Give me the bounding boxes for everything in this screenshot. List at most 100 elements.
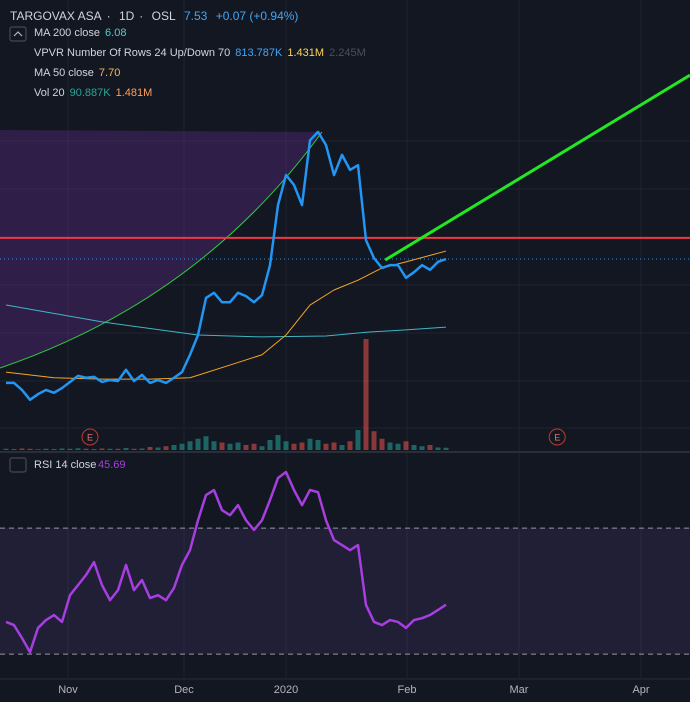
legend-value: 813.787K: [235, 47, 283, 59]
volume-bar: [155, 447, 161, 450]
legend-row: MA 200 close 6.08: [34, 27, 131, 39]
collapse-button[interactable]: [9, 26, 27, 42]
volume-bar: [227, 443, 233, 450]
symbol: TARGOVAX ASA: [10, 9, 102, 23]
earnings-circle: [548, 428, 566, 446]
indicator-value: 45.69: [98, 459, 126, 471]
earnings-marker: E: [81, 428, 99, 446]
legend-value: 1.481M: [115, 87, 153, 99]
legend-label: MA 50 close: [34, 67, 94, 79]
x-tick-label: Dec: [174, 684, 194, 696]
legend-row: MA 50 close 7.70: [34, 67, 125, 79]
header: TARGOVAX ASA · 1D · OSL 7.53 +0.07 (+0.94%…: [10, 9, 303, 23]
volume-bar: [283, 441, 289, 450]
legend-value: 6.08: [105, 27, 127, 39]
volume-bar: [59, 448, 65, 450]
volume-bar: [379, 438, 385, 450]
volume-bar: [131, 448, 137, 450]
indicator-title: RSI 14 close: [34, 459, 96, 471]
volume-bar: [163, 446, 169, 450]
legend-label: MA 200 close: [34, 27, 101, 39]
volume-bar: [179, 443, 185, 450]
volume-bar: [19, 448, 25, 450]
volume-bar: [315, 440, 321, 450]
earnings-label: E: [87, 432, 93, 442]
collapse-button[interactable]: [9, 457, 27, 473]
rsi-band: [0, 528, 690, 655]
volume-bar: [339, 445, 345, 450]
earnings-label: E: [554, 432, 560, 442]
interval: 1D: [118, 9, 135, 23]
legend-row: VPVR Number Of Rows 24 Up/Down 70 813.787…: [34, 47, 371, 59]
volume-bar: [27, 448, 33, 450]
volume-bar: [75, 448, 81, 450]
x-tick-label: Mar: [510, 684, 529, 696]
exchange: OSL: [151, 9, 176, 23]
volume-bar: [427, 445, 433, 450]
volume-bar: [11, 449, 17, 450]
volume-bar: [267, 440, 273, 450]
volume-bar: [299, 442, 305, 450]
shaded-zone: [0, 130, 322, 368]
collapse-icon: [13, 31, 23, 37]
legend-value: 7.70: [98, 67, 121, 79]
volume-bar: [51, 449, 57, 450]
legend-value: 2.245M: [329, 47, 366, 59]
legend-value: 90.887K: [69, 87, 111, 99]
volume-bar: [67, 448, 73, 450]
legend-row: Vol 20 90.887K 1.481M: [34, 87, 157, 99]
legend-label: VPVR Number Of Rows 24 Up/Down 70: [34, 47, 231, 59]
volume-bar: [123, 448, 129, 450]
volume-bar: [219, 442, 225, 450]
line: [5, 304, 447, 338]
volume-bar: [83, 448, 89, 450]
line: [6, 130, 447, 402]
volume-bar: [435, 447, 441, 450]
volume-bar: [403, 441, 409, 450]
line: [5, 470, 447, 654]
line: [384, 73, 690, 262]
volume-bar: [275, 435, 281, 450]
volume-bar: [307, 438, 313, 450]
volume-bar: [187, 441, 193, 450]
separator: ·: [106, 9, 111, 23]
volume-bar: [411, 445, 417, 450]
volume-bar: [147, 447, 153, 450]
change: +0.07 (+0.94%): [215, 9, 299, 23]
volume-bar: [395, 443, 401, 450]
volume-bar: [443, 447, 449, 450]
volume-bar: [419, 446, 425, 450]
volume-bar: [171, 445, 177, 450]
volume-bar: [99, 448, 105, 450]
volume-bar: [35, 449, 41, 450]
volume-bar: [371, 431, 377, 450]
volume-bar: [195, 438, 201, 450]
separator: ·: [139, 9, 144, 23]
volume-bar: [115, 448, 121, 450]
earnings-marker: E: [548, 428, 566, 446]
x-tick-label: 2020: [274, 684, 298, 696]
volume-bar: [251, 443, 257, 450]
volume-bar: [43, 448, 49, 450]
volume-bar: [363, 339, 369, 450]
volume-bar: [235, 442, 241, 450]
legend-value: 1.431M: [287, 47, 325, 59]
price: 7.53: [183, 9, 208, 23]
volume-bar: [347, 441, 353, 450]
x-tick-label: Feb: [398, 684, 417, 696]
volume-bar: [91, 449, 97, 450]
volume-bar: [387, 442, 393, 450]
earnings-circle: [81, 428, 99, 446]
volume-bar: [3, 448, 9, 450]
volume-bar: [355, 430, 361, 450]
legend-label: Vol 20: [34, 87, 65, 99]
volume-bar: [211, 441, 217, 450]
volume-bar: [259, 446, 265, 450]
volume-bar: [331, 442, 337, 450]
volume-bar: [243, 445, 249, 450]
x-tick-label: Nov: [58, 684, 78, 696]
x-tick-label: Apr: [632, 684, 649, 696]
